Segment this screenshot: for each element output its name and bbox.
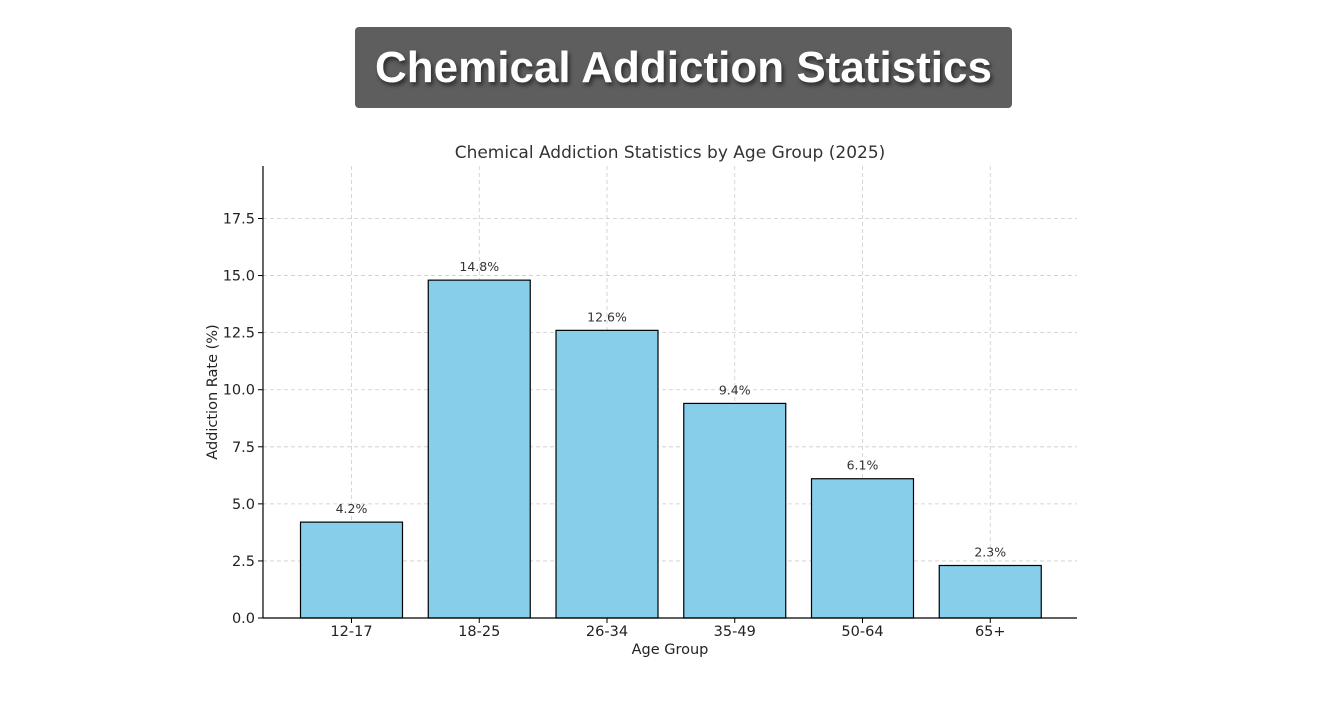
y-tick-label: 15.0: [223, 269, 255, 285]
x-tick-label: 65+: [975, 624, 1006, 640]
banner-title: Chemical Addiction Statistics: [375, 42, 992, 92]
x-tick-label: 26-34: [586, 624, 628, 640]
bar: [683, 402, 787, 619]
labels-layer: 0.0 2.5 5.0 7.5 10.0 12.5 15.0 17.5 4.2% 12-17 14.…: [223, 212, 1007, 640]
y-tick-label: 0.0: [232, 611, 255, 627]
y-tick-label: 5.0: [232, 497, 255, 513]
bar-value-label: 4.2%: [336, 501, 368, 516]
bar-value-label: 9.4%: [719, 382, 751, 397]
x-tick-label: 50-64: [841, 624, 883, 640]
bar: [555, 329, 659, 619]
y-tick-label: 17.5: [223, 212, 255, 228]
title-banner: Chemical Addiction Statistics: [355, 27, 1012, 108]
chart-title: Chemical Addiction Statistics by Age Gro…: [455, 143, 886, 163]
bar-value-label: 12.6%: [587, 309, 627, 324]
x-tick-label: 12-17: [330, 624, 372, 640]
y-tick-label: 12.5: [223, 326, 255, 342]
bar-value-label: 6.1%: [847, 458, 879, 473]
y-tick-label: 10.0: [223, 383, 255, 399]
x-tick-label: 35-49: [714, 624, 756, 640]
axes-layer: [262, 166, 1077, 619]
bar: [427, 279, 531, 619]
bar-value-label: 14.8%: [459, 259, 499, 274]
bar: [299, 521, 404, 619]
x-tick-label: 18-25: [458, 624, 500, 640]
bar: [938, 564, 1042, 619]
y-axis-label: Addiction Rate (%): [205, 324, 221, 459]
bar: [810, 478, 915, 619]
y-tick-label: 7.5: [232, 440, 255, 456]
bars-layer: [299, 279, 1042, 619]
bar-value-label: 2.3%: [974, 544, 1006, 559]
x-axis-label: Age Group: [632, 642, 709, 658]
y-tick-label: 2.5: [232, 554, 255, 570]
